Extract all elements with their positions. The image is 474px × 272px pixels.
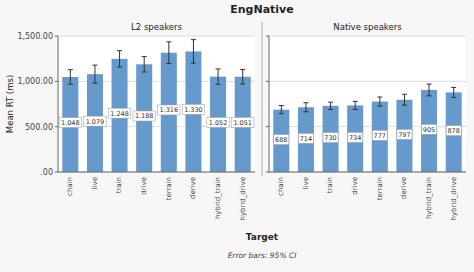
error-bar	[427, 84, 432, 96]
data-label: 730	[324, 134, 336, 142]
chart: EngNative .00 500.00 1,000.00 1,500.00 1.048 1…	[0, 0, 474, 272]
data-label: 1.051	[233, 119, 252, 127]
tick-label: 500.00	[25, 123, 53, 132]
error-bar	[328, 102, 333, 109]
error-bar	[279, 106, 284, 114]
data-label: 878	[447, 127, 459, 135]
y-axis	[58, 36, 59, 172]
panel-title: L2 speakers	[131, 22, 182, 32]
category-label: terrain	[165, 177, 173, 200]
footnote: Error bars: 95% CI	[228, 251, 298, 260]
data-label-box	[348, 132, 363, 142]
marks	[62, 40, 250, 172]
category-label: derive	[400, 177, 408, 199]
grid-line	[58, 172, 255, 173]
data-label-box	[397, 129, 412, 139]
x-axis-label: Target	[246, 232, 279, 242]
x-axis	[269, 172, 466, 173]
data-label: 734	[349, 134, 361, 142]
data-label: 905	[423, 126, 435, 134]
data-label: 1.330	[184, 106, 203, 114]
error-bar	[216, 69, 221, 84]
plot-area	[58, 36, 255, 172]
category-label: chain	[277, 177, 285, 196]
grid-line	[269, 81, 466, 82]
data-label-box	[323, 133, 338, 143]
data-label: 1.248	[110, 110, 129, 118]
grid-line	[269, 172, 466, 173]
data-label-box	[158, 105, 181, 115]
data-label-box	[446, 126, 461, 136]
error-bar	[166, 42, 171, 64]
bar	[396, 100, 412, 172]
divider	[262, 22, 263, 176]
tick-label: .00	[40, 168, 53, 177]
data-label-box	[372, 130, 387, 140]
panel: .00 500.00 1,000.00 1,500.00 1.048 1.079 1.248…	[5, 22, 256, 221]
error-bar	[402, 94, 407, 105]
category-label: train	[326, 177, 334, 193]
data-label-box	[207, 117, 230, 127]
category-label: hybrid_drive	[239, 177, 247, 221]
error-bar	[377, 97, 382, 106]
panel: 688 714 730 734 777 797 905 878 chain live train dr…	[266, 22, 466, 221]
category-label: hybrid_drive	[450, 177, 458, 221]
category-label: chain	[66, 177, 74, 196]
data-label: 1.079	[86, 118, 105, 126]
data-label-box	[84, 116, 107, 126]
error-bar	[303, 103, 308, 112]
category-label: drive	[140, 177, 148, 195]
category-label: live	[91, 177, 99, 189]
grid-line	[58, 36, 255, 37]
grid-line	[269, 36, 466, 37]
data-label: 797	[398, 131, 410, 139]
bar	[446, 92, 462, 172]
data-label-box	[274, 135, 289, 145]
bar	[323, 106, 339, 172]
panel-title: Native speakers	[333, 22, 402, 32]
data-label-box	[298, 133, 313, 143]
category-label: train	[115, 177, 123, 193]
bar	[273, 110, 289, 172]
category-label: drive	[351, 177, 359, 195]
data-label-box	[231, 117, 254, 127]
data-label-box	[133, 111, 156, 121]
bar	[372, 102, 388, 172]
error-bar	[191, 40, 196, 64]
error-bar	[353, 101, 358, 109]
data-label-box	[182, 104, 205, 114]
data-label: 1.052	[209, 119, 228, 127]
tick-label: 1,500.00	[17, 32, 53, 41]
data-label-box	[108, 108, 131, 118]
bar	[421, 90, 437, 172]
data-label: 1.188	[135, 112, 154, 120]
category-label: terrain	[376, 177, 384, 200]
plot-area	[269, 36, 466, 172]
data-label-box	[59, 118, 82, 128]
bar	[347, 105, 363, 172]
marks	[273, 84, 461, 172]
error-bar	[240, 69, 245, 84]
data-label-box	[422, 124, 437, 134]
category-label: hybrid_train	[214, 177, 222, 219]
error-bar	[92, 65, 97, 83]
title: EngNative	[230, 3, 294, 16]
data-label: 777	[374, 132, 386, 140]
data-label: 688	[275, 136, 287, 144]
category-label: live	[302, 177, 310, 189]
error-bar	[451, 87, 456, 97]
category-label: hybrid_train	[425, 177, 433, 219]
y-axis	[269, 36, 270, 172]
data-label: 1.316	[160, 106, 179, 114]
error-bar	[142, 57, 147, 72]
bar	[298, 107, 314, 172]
tick-label: 1,000.00	[17, 77, 53, 86]
category-label: derive	[189, 177, 197, 199]
x-axis	[58, 172, 255, 173]
data-label: 1.048	[61, 119, 80, 127]
y-axis-label: Mean RT (ms)	[5, 75, 15, 133]
data-label: 714	[300, 135, 312, 143]
error-bar	[68, 70, 73, 85]
error-bar	[117, 51, 122, 67]
